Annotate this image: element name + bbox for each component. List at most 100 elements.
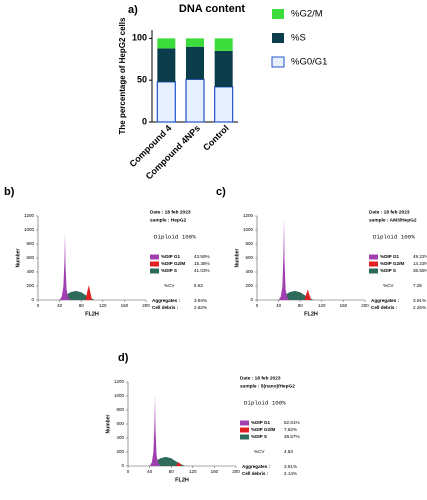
stat-value: 14.23% xyxy=(413,261,427,266)
y-tick-label: 800 xyxy=(116,407,124,412)
y-tick-label: 1000 xyxy=(24,227,35,232)
cv-label: %CV xyxy=(254,449,265,454)
stat-label: %DIP S xyxy=(161,268,177,273)
aggregates-label: Aggregates : xyxy=(152,298,181,303)
stat-label: %DIP G2/M xyxy=(251,427,275,432)
y-axis-label: The percentage of HepG2 cells xyxy=(118,17,127,134)
stat-value: 49.22% xyxy=(413,254,427,259)
x-tick-label: 40 xyxy=(57,303,63,308)
stat-value: 43.59% xyxy=(194,254,210,259)
stat-swatch xyxy=(369,261,378,267)
y-tick-label: 1200 xyxy=(243,213,254,218)
legend-label: %G2/M xyxy=(291,9,323,20)
y-tick-label: 1200 xyxy=(114,379,125,384)
cv-value: 7.25 xyxy=(413,283,422,288)
x-tick-label: 80 xyxy=(298,303,304,308)
stat-value: 52.61% xyxy=(284,420,300,425)
x-tick-label: 160 xyxy=(211,469,219,474)
legend-swatch xyxy=(272,9,284,19)
sample: sample : HepG2 xyxy=(150,217,187,223)
y-tick-label: 800 xyxy=(26,241,34,246)
cv-label: %CV xyxy=(164,283,175,288)
y-tick-label: 100 xyxy=(132,33,147,43)
stat-value: 7.82% xyxy=(284,427,297,432)
x-tick-label: 200 xyxy=(142,303,150,308)
y-axis-label: Number xyxy=(234,249,240,268)
x-tick-label: 40 xyxy=(147,469,153,474)
cv-label: %CV xyxy=(383,283,394,288)
stat-value: 15.38% xyxy=(194,261,210,266)
bar-segment xyxy=(214,38,233,51)
stat-label: %DIP G1 xyxy=(251,420,271,425)
y-tick-label: 0 xyxy=(142,116,147,126)
y-tick-label: 0 xyxy=(250,297,253,302)
stat-swatch xyxy=(240,427,249,433)
panel-label: a) xyxy=(128,4,138,16)
stat-swatch xyxy=(150,268,159,274)
y-tick-label: 0 xyxy=(121,463,124,468)
stat-value: 38.57% xyxy=(284,434,300,439)
date: Date : 18 feb 2023 xyxy=(150,209,191,215)
histogram-g2m-peak xyxy=(175,462,182,466)
debris-label: Cell debris : xyxy=(242,471,269,476)
y-tick-label: 1200 xyxy=(24,213,35,218)
panel-label: d) xyxy=(118,352,129,364)
x-axis-label: FL2H xyxy=(304,311,318,317)
y-tick-label: 600 xyxy=(116,421,124,426)
stat-swatch xyxy=(240,434,249,440)
x-tick-label: 160 xyxy=(340,303,348,308)
cv-value: 4.83 xyxy=(284,449,293,454)
y-tick-label: 400 xyxy=(116,435,124,440)
panel-label: b) xyxy=(4,186,15,198)
x-tick-label: 40 xyxy=(276,303,282,308)
stat-swatch xyxy=(369,268,378,274)
aggregates-value: 3.91% xyxy=(413,298,426,303)
y-tick-label: 400 xyxy=(245,269,253,274)
bar-segment xyxy=(186,46,204,80)
stat-swatch xyxy=(150,261,159,267)
histogram-g1-peak xyxy=(59,232,71,300)
y-tick-label: 1000 xyxy=(114,393,125,398)
bar-segment xyxy=(157,38,176,49)
ploidy: Diploid 100% xyxy=(244,400,286,407)
stat-label: %DIP G1 xyxy=(380,254,400,259)
histogram-g1-peak xyxy=(149,394,161,466)
debris-value: 2.26% xyxy=(413,305,426,310)
x-tick-label: 80 xyxy=(79,303,85,308)
bar-segment xyxy=(157,48,176,82)
bar-segment xyxy=(185,78,205,123)
stat-value: 41.03% xyxy=(194,268,210,273)
y-tick-label: 200 xyxy=(245,283,253,288)
debris-value: 2.82% xyxy=(194,305,207,310)
y-tick-label: 0 xyxy=(31,297,34,302)
y-tick-label: 600 xyxy=(245,255,253,260)
x-tick-label: Compound 4NPs xyxy=(144,123,202,181)
x-tick-label: 200 xyxy=(232,469,240,474)
x-tick-label: 0 xyxy=(37,303,40,308)
date: Date : 18 feb 2023 xyxy=(240,375,281,381)
x-axis-label: FL2H xyxy=(175,477,189,483)
panel-label: c) xyxy=(216,186,226,198)
y-tick-label: 800 xyxy=(245,241,253,246)
bar-segment xyxy=(186,38,204,47)
stat-swatch xyxy=(369,254,378,260)
histogram-s-phase xyxy=(150,456,185,466)
bar-segment xyxy=(156,81,176,123)
histogram-g1-peak xyxy=(278,219,290,300)
stat-swatch xyxy=(150,254,159,260)
legend-label: %S xyxy=(291,33,306,44)
y-tick-label: 200 xyxy=(26,283,34,288)
x-tick-label: 120 xyxy=(189,469,197,474)
aggregates-value: 3.94% xyxy=(194,298,207,303)
y-tick-label: 200 xyxy=(116,449,124,454)
sample: sample : AM3/HepG2 xyxy=(369,217,417,223)
stat-label: %DIP G1 xyxy=(161,254,181,259)
legend-swatch xyxy=(272,33,284,43)
ploidy: Diploid 100% xyxy=(154,234,196,241)
date: Date : 18 feb 2023 xyxy=(369,209,410,215)
debris-label: Cell debris : xyxy=(152,305,179,310)
ploidy: Diploid 100% xyxy=(373,234,415,241)
stat-label: %DIP G2/M xyxy=(161,261,185,266)
y-tick-label: 1000 xyxy=(243,227,254,232)
